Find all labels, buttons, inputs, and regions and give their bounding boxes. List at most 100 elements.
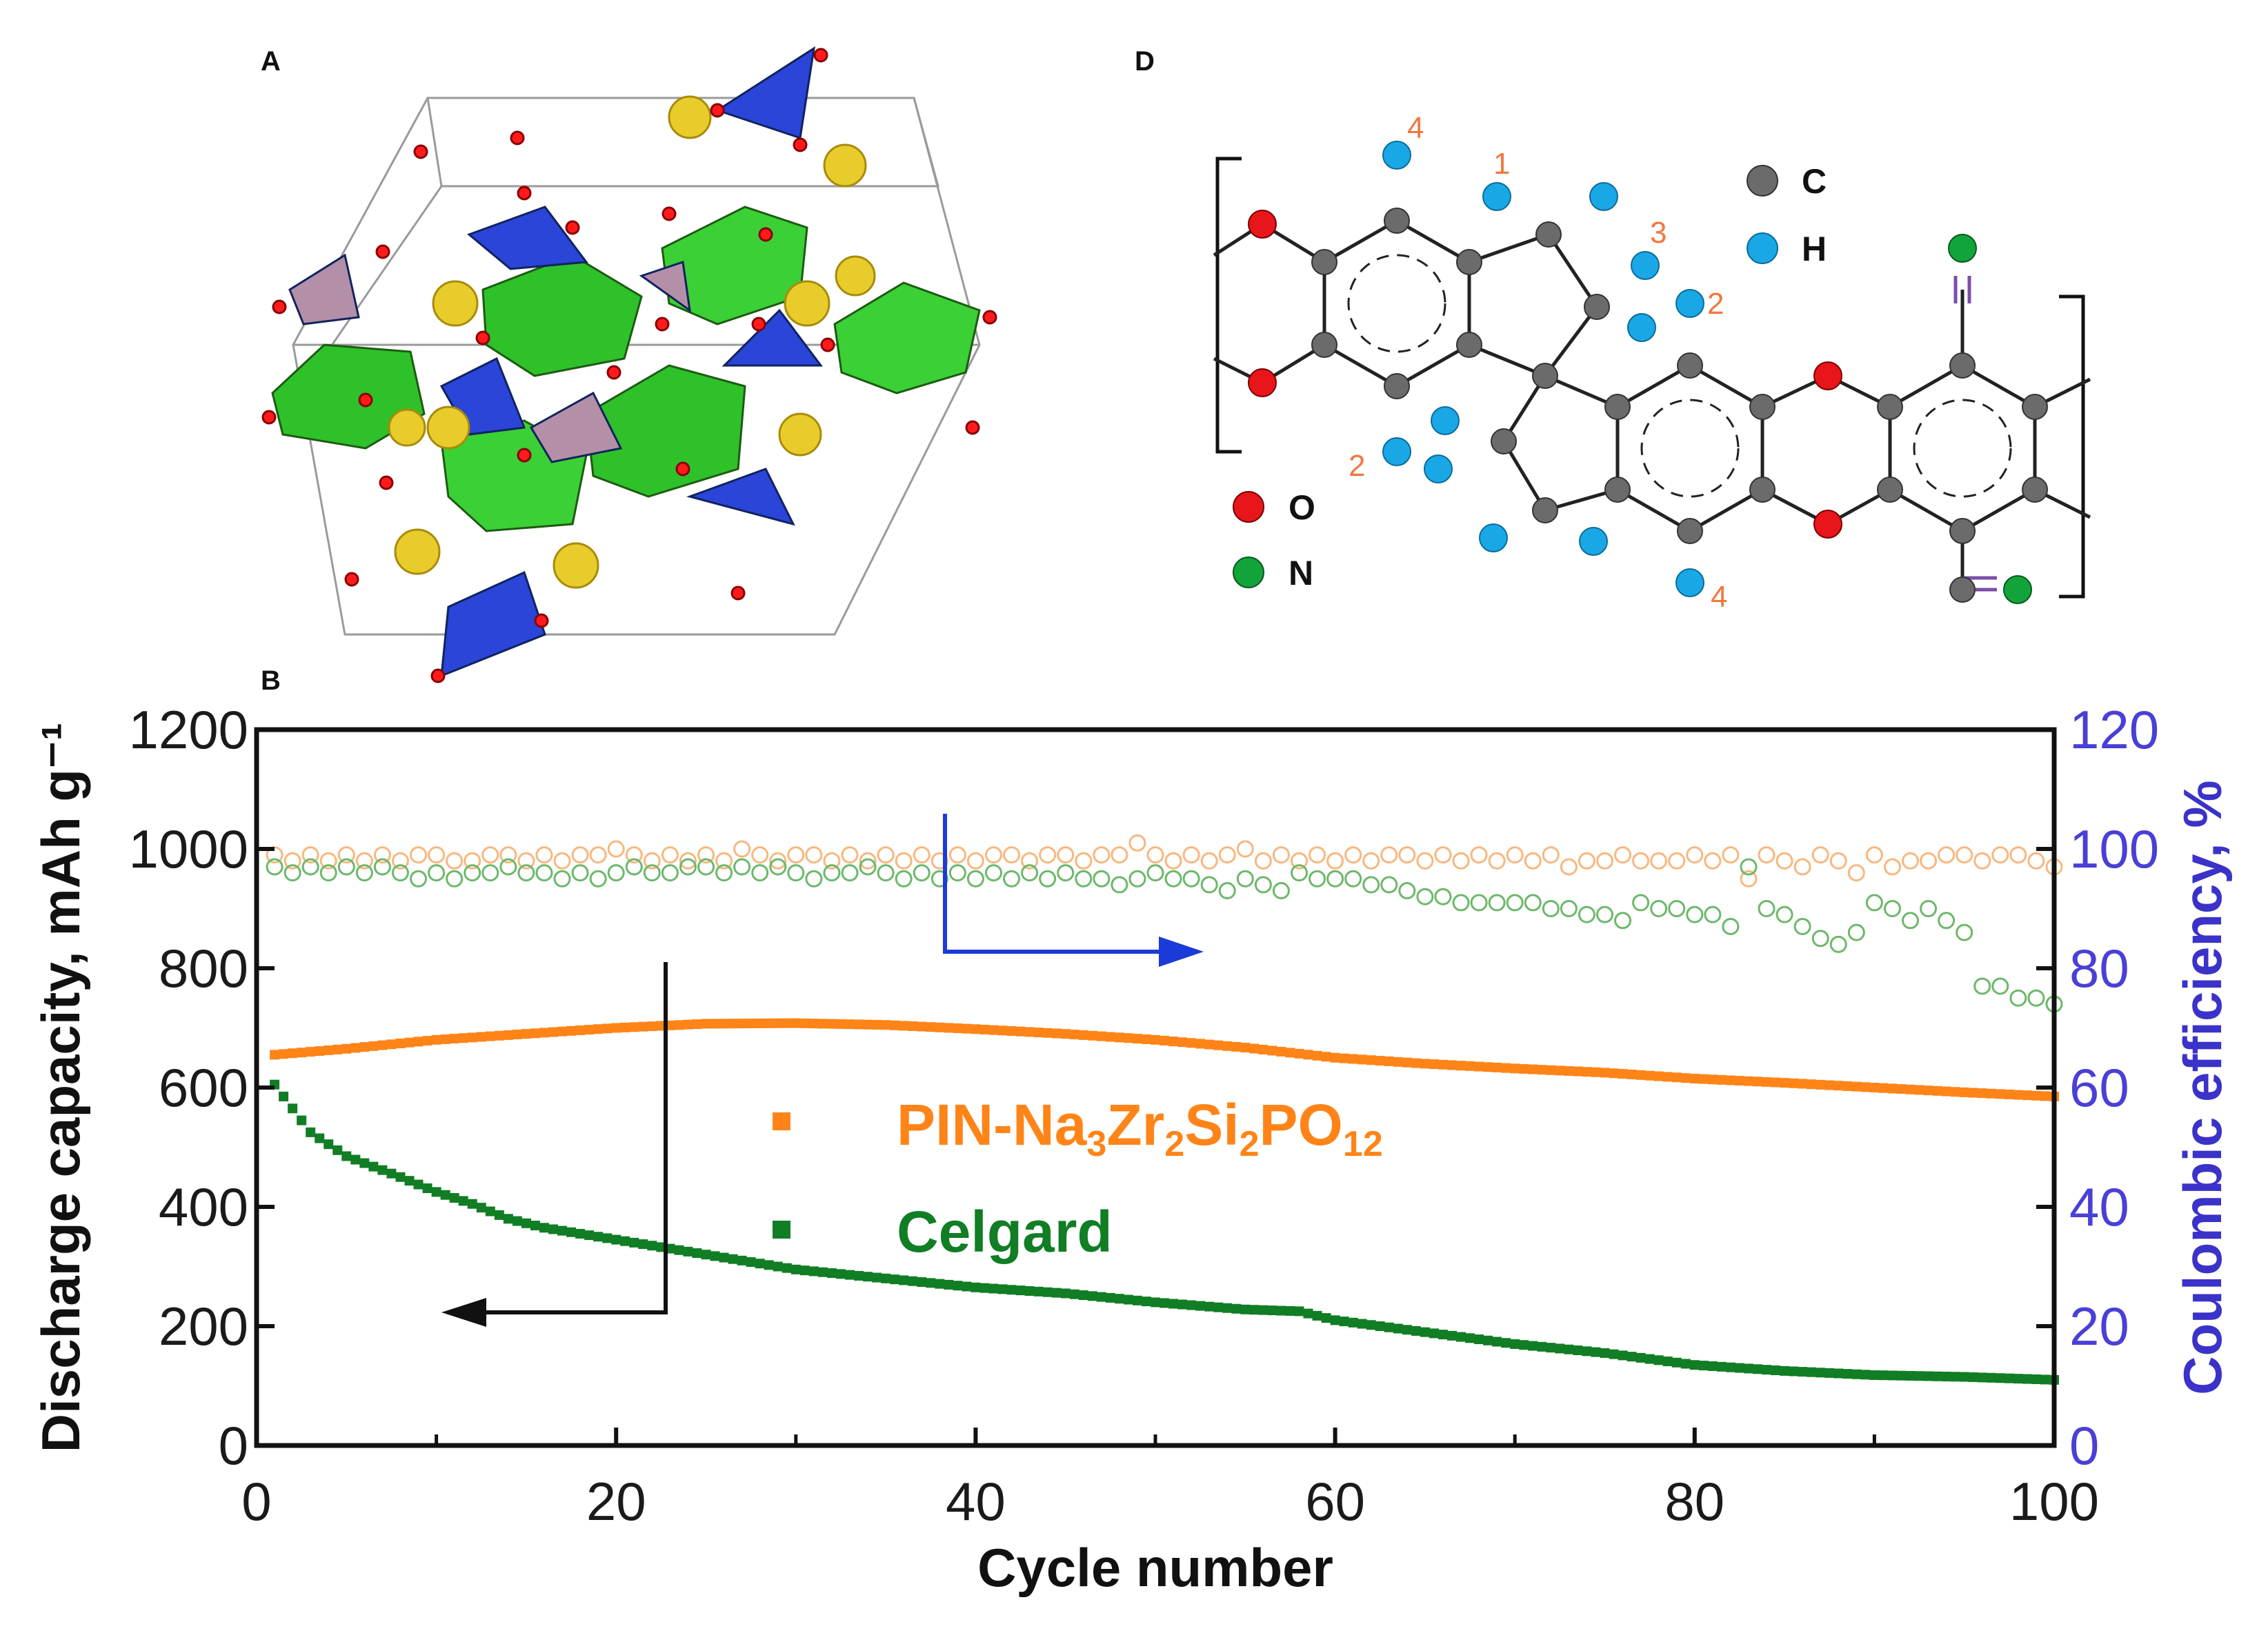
- capacity-point: [1860, 1370, 1871, 1380]
- capacity-point: [1456, 1061, 1466, 1071]
- efficiency-point: [733, 840, 751, 858]
- capacity-point: [728, 1254, 738, 1264]
- capacity-point: [737, 1255, 747, 1265]
- capacity-point: [1662, 1357, 1673, 1367]
- efficiency-point: [1452, 894, 1470, 912]
- capacity-point: [279, 1091, 289, 1101]
- capacity-point: [1573, 1345, 1583, 1356]
- capacity-point: [1312, 1310, 1322, 1321]
- capacity-point: [2004, 1089, 2014, 1099]
- capacity-point: [1519, 1340, 1529, 1350]
- o-atom: [793, 137, 808, 152]
- efficiency-point: [410, 846, 428, 864]
- capacity-point: [485, 1206, 495, 1217]
- legend-pin-text: PO: [1260, 1092, 1343, 1157]
- panel-d-label: D: [1135, 46, 1155, 77]
- y2-tick-label: 120: [2069, 699, 2159, 760]
- h-atom: [1675, 289, 1704, 318]
- bond-chain: [1502, 374, 1618, 512]
- o-atom: [344, 572, 359, 587]
- capacity-point: [2031, 1374, 2041, 1384]
- capacity-point: [773, 1261, 783, 1272]
- legend-celgard-label: Celgard: [897, 1199, 1113, 1264]
- efficiency-point: [1362, 876, 1380, 894]
- efficiency-point: [1578, 852, 1595, 870]
- y2-tick-label: 40: [2069, 1177, 2129, 1237]
- capacity-point: [1078, 1030, 1088, 1040]
- efficiency-point: [1704, 905, 1722, 923]
- efficiency-point: [1829, 935, 1847, 953]
- efficiency-point: [1740, 858, 1758, 876]
- capacity-point: [1168, 1299, 1179, 1309]
- chart-legend: PIN-Na3Zr2Si2PO12 Celgard: [773, 1092, 1383, 1264]
- y2-axis-title: Coulombic efficiency, %: [2172, 780, 2233, 1394]
- tetrahedra: [288, 46, 823, 678]
- capacity-point: [1195, 1301, 1206, 1311]
- c-atom: [2022, 394, 2048, 420]
- capacity-point: [1725, 1362, 1735, 1372]
- capacity-point: [449, 1193, 459, 1203]
- na-atom: [835, 255, 876, 297]
- y-tick-label: 600: [159, 1057, 248, 1118]
- capacity-point: [458, 1196, 468, 1206]
- capacity-point: [1087, 1291, 1097, 1301]
- o-atom: [813, 48, 828, 63]
- capacity-point: [279, 1049, 289, 1059]
- efficiency-point: [877, 846, 895, 864]
- legend-pin-sub: 3: [1086, 1124, 1106, 1164]
- efficiency-point: [1416, 888, 1434, 905]
- capacity-point: [1743, 1363, 1753, 1374]
- aromatic-ring-3: [1888, 363, 2037, 533]
- capacity-point: [1941, 1372, 1951, 1382]
- capacity-point: [1276, 1046, 1286, 1057]
- capacity-point: [1896, 1370, 1907, 1381]
- efficiency-point: [1182, 846, 1200, 864]
- capacity-point: [737, 1019, 747, 1029]
- capacity-point: [1177, 1037, 1188, 1048]
- capacity-point: [1402, 1057, 1412, 1068]
- o-atom: [1248, 210, 1277, 239]
- capacity-point: [422, 1183, 432, 1193]
- capacity-point: [1644, 1070, 1655, 1081]
- c-atom: [1384, 373, 1410, 399]
- capacity-point: [1375, 1321, 1385, 1331]
- capacity-point: [1564, 1344, 1574, 1354]
- efficiency-point: [1003, 846, 1021, 864]
- efficiency-point: [1560, 900, 1578, 917]
- capacity-point: [1033, 1028, 1044, 1038]
- efficiency-point: [1902, 852, 1920, 870]
- capacity-point: [1977, 1372, 1987, 1383]
- capacity-point: [413, 1037, 424, 1047]
- c-atom: [1311, 249, 1337, 275]
- capacity-point: [1959, 1372, 1969, 1382]
- series-celgard-capacity: [270, 1079, 2059, 1385]
- capacity-point: [324, 1139, 334, 1150]
- efficiency-point: [1326, 852, 1344, 870]
- efficiency-point: [571, 864, 589, 882]
- x-tick-label: 0: [241, 1471, 271, 1532]
- si-tetrahedron: [467, 206, 588, 270]
- o-atom: [272, 299, 287, 314]
- sodium-atoms: [388, 95, 876, 589]
- capacity-point: [1420, 1327, 1430, 1337]
- efficiency-point: [355, 852, 373, 870]
- capacity-point: [1555, 1343, 1565, 1354]
- capacity-point: [1762, 1077, 1772, 1087]
- capacity-point: [979, 1024, 990, 1034]
- capacity-point: [1348, 1054, 1358, 1064]
- capacity-point: [988, 1025, 999, 1035]
- capacity-point: [1303, 1308, 1313, 1319]
- capacity-point: [2040, 1374, 2050, 1385]
- capacity-point: [1393, 1323, 1403, 1334]
- o-atom: [413, 144, 428, 159]
- efficiency-point: [1236, 870, 1254, 888]
- capacity-point: [620, 1236, 630, 1246]
- capacity-point: [1501, 1338, 1511, 1348]
- capacity-point: [1267, 1045, 1277, 1056]
- capacity-point: [467, 1199, 477, 1209]
- capacity-point: [1905, 1370, 1916, 1381]
- c-atom: [1384, 208, 1410, 234]
- zr-octahedron: [481, 254, 643, 377]
- efficiency-point: [1991, 846, 2009, 864]
- capacity-point: [890, 1020, 900, 1030]
